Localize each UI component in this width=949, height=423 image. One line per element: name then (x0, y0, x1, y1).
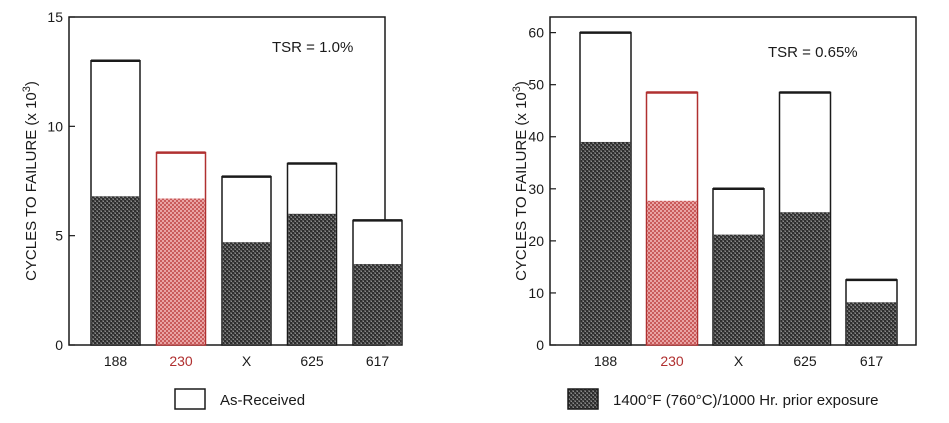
bar-exposed (846, 302, 897, 345)
x-tick-label: 617 (366, 353, 390, 369)
x-tick-label: X (734, 353, 744, 369)
x-tick-label: 230 (660, 353, 684, 369)
bar-exposed (222, 242, 271, 345)
y-tick-label: 5 (55, 228, 63, 244)
y-tick-label: 40 (528, 129, 544, 145)
x-tick-label: 188 (594, 353, 618, 369)
y-tick-label: 60 (528, 25, 544, 41)
bar-exposed (91, 196, 140, 345)
y-tick-label: 50 (528, 77, 544, 93)
bar-exposed (713, 234, 764, 345)
y-axis-label: CYCLES TO FAILURE (x 103) (21, 81, 40, 281)
legend-swatch-exposed (567, 388, 599, 410)
bar-exposed (647, 200, 697, 345)
x-tick-label: 617 (860, 353, 884, 369)
y-tick-label: 0 (55, 337, 63, 353)
x-tick-label: 230 (169, 353, 193, 369)
legend-swatch-as-received (174, 388, 206, 410)
x-tick-label: 625 (300, 353, 324, 369)
y-tick-label: 20 (528, 233, 544, 249)
legend-label-as-received: As-Received (220, 392, 305, 409)
bar-exposed (580, 141, 631, 345)
bar-exposed (353, 264, 402, 345)
right-chart-panel: 0 10 20 30 40 50 60 CYCLES TO FAILURE (x 103) TS… (511, 16, 917, 369)
bar-exposed (157, 198, 205, 345)
y-tick-label: 0 (536, 337, 544, 353)
tsr-annotation: TSR = 1.0% (272, 39, 353, 56)
y-tick-label: 10 (528, 285, 544, 301)
x-tick-label: 188 (104, 353, 128, 369)
y-axis-label: CYCLES TO FAILURE (x 103) (511, 81, 530, 281)
y-tick-label: 10 (47, 118, 63, 134)
tsr-annotation: TSR = 0.65% (768, 44, 858, 61)
bar-exposed (780, 212, 830, 345)
left-chart-panel: 0 5 10 15 CYCLES TO FAILURE (x 103) TSR = 1.0… (21, 9, 403, 369)
x-tick-label: X (242, 353, 252, 369)
x-tick-label: 625 (793, 353, 817, 369)
legend-label-exposed: 1400°F (760°C)/1000 Hr. prior exposure (613, 392, 878, 409)
y-tick-label: 30 (528, 181, 544, 197)
bar-exposed (288, 213, 336, 345)
legend: As-Received 1400°F (760°C)/1000 Hr. prio… (174, 388, 878, 410)
y-tick-label: 15 (47, 9, 63, 25)
